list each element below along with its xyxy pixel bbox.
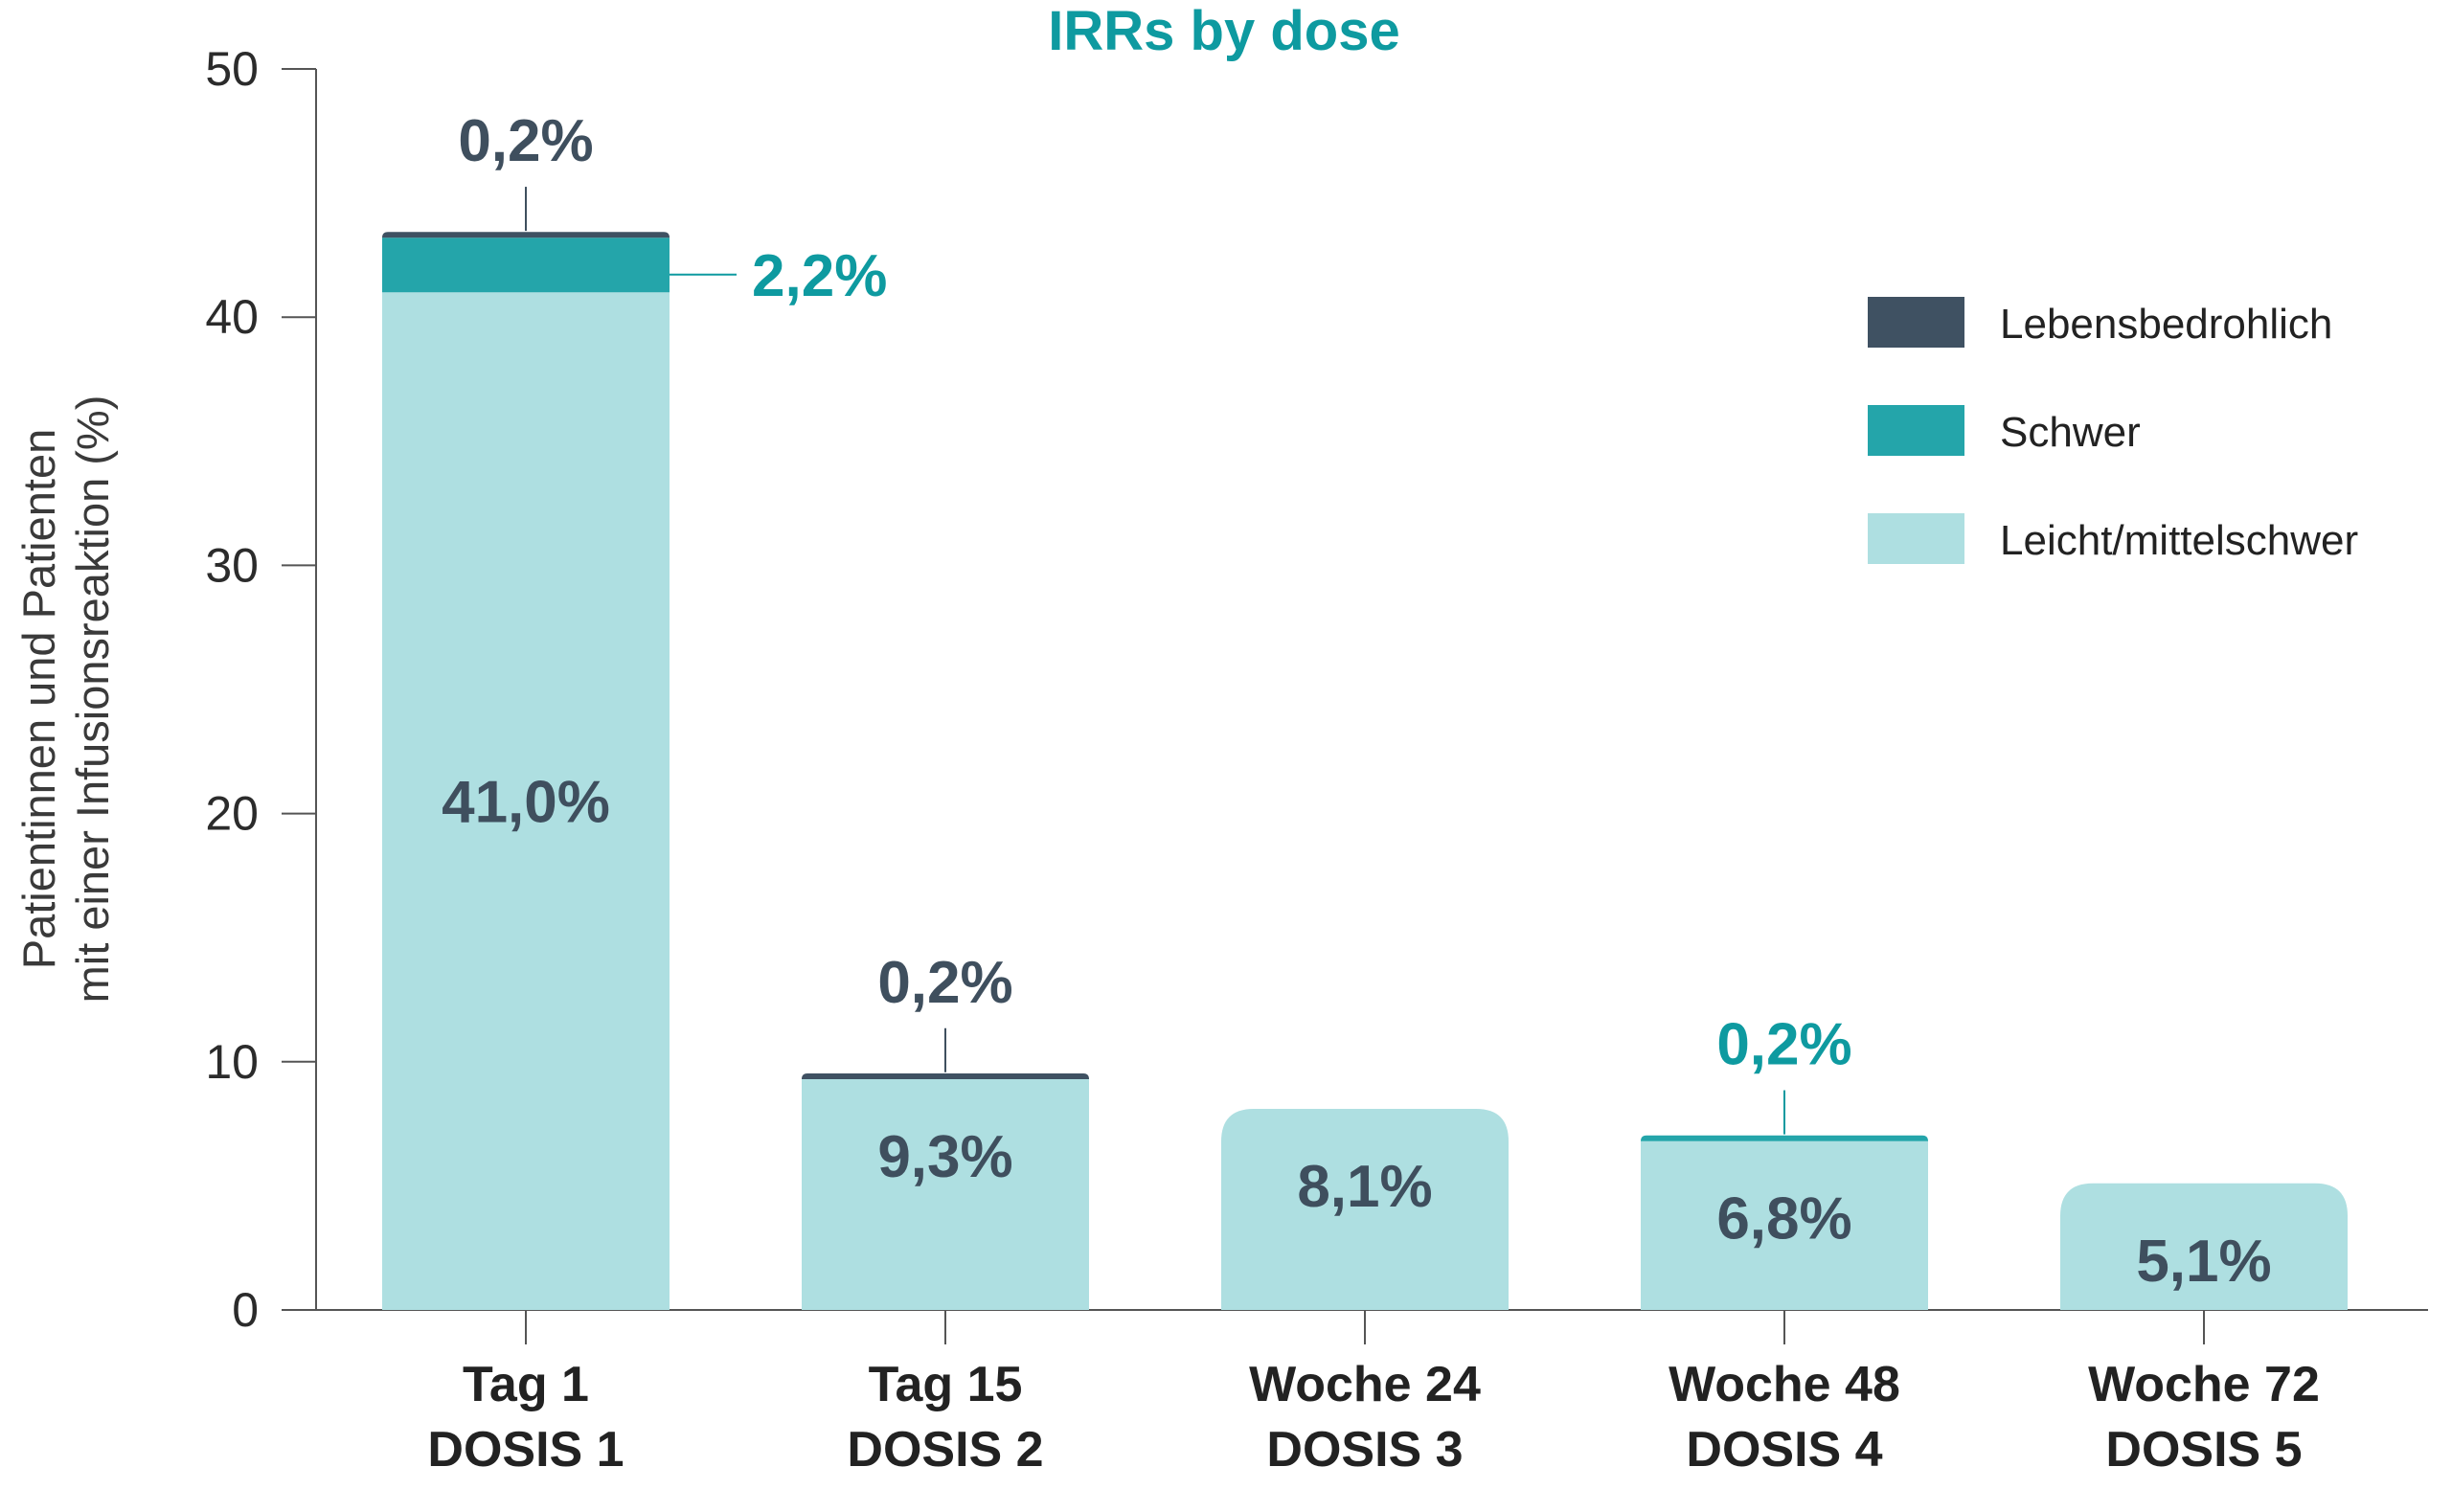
bar-segment-schwer — [382, 237, 670, 293]
y-axis-label: Patientinnen und Patienten mit einer Inf… — [13, 395, 118, 1004]
chart-title: IRRs by dose — [1048, 0, 1399, 62]
y-tick-label: 0 — [232, 1283, 259, 1337]
bar-segment-schwer — [1641, 1135, 1928, 1141]
data-label-value: 8,1% — [1297, 1154, 1432, 1220]
x-tick-label-line-2: DOSIS 1 — [427, 1422, 624, 1478]
legend-label: Lebensbedrohlich — [2000, 301, 2332, 348]
legend: Lebensbedrohlich Schwer Leicht/mittelschwe… — [1868, 297, 2358, 564]
legend-swatch — [1868, 297, 1964, 348]
x-tick-label-line-2: DOSIS 4 — [1686, 1422, 1882, 1478]
y-tick-label: 20 — [205, 787, 259, 841]
bars — [382, 232, 2348, 1310]
data-label-value: 5,1% — [2136, 1229, 2271, 1295]
y-tick-label: 10 — [205, 1035, 259, 1089]
x-tick-label-line-2: DOSIS 5 — [2105, 1422, 2302, 1478]
x-tick-label-line-1: Woche 72 — [2088, 1357, 2320, 1412]
y-tick-label: 40 — [205, 290, 259, 344]
legend-label: Leicht/mittelschwer — [2000, 517, 2358, 564]
bar-segment-leicht-mittelschwer — [382, 292, 670, 1310]
data-label-value: 6,8% — [1716, 1186, 1851, 1252]
data-label-value: 0,2% — [877, 950, 1012, 1016]
bar-segment-leicht-mittelschwer — [802, 1078, 1089, 1310]
x-tick-label-line-1: Woche 24 — [1249, 1357, 1481, 1412]
axes: 0 10 20 30 40 50 Tag 1 DOSIS 1 Tag 15 DOSIS 2 Woch… — [205, 42, 2428, 1478]
x-tick-label-line-2: DOSIS 3 — [1266, 1422, 1463, 1478]
bar-segment-lebensbedrohlich — [802, 1072, 1089, 1079]
y-tick-label: 50 — [205, 42, 259, 96]
x-tick-label-line-1: Woche 48 — [1669, 1357, 1900, 1412]
x-tick-label-line-1: Tag 1 — [463, 1357, 589, 1412]
data-label-value: 9,3% — [877, 1124, 1012, 1190]
legend-swatch — [1868, 405, 1964, 456]
legend-label: Schwer — [2000, 409, 2141, 456]
x-tick-label-line-2: DOSIS 2 — [847, 1422, 1043, 1478]
bar-segment-leicht-mittelschwer — [2060, 1183, 2348, 1310]
bar-segment-leicht-mittelschwer — [1641, 1140, 1928, 1310]
data-labels: 41,0% 2,2% 0,2% 9,3% 0,2% 8,1% 6,8% 0,2% 5,1% — [442, 108, 2272, 1295]
y-axis-label-line-1: Patientinnen und Patienten — [13, 429, 64, 969]
y-tick-label: 30 — [205, 538, 259, 592]
legend-swatch — [1868, 513, 1964, 564]
data-label-value: 0,2% — [458, 108, 593, 174]
x-tick-label-line-1: Tag 15 — [869, 1357, 1023, 1412]
bar-segment-lebensbedrohlich — [382, 232, 670, 238]
data-label-value: 0,2% — [1716, 1012, 1851, 1078]
y-axis-label-line-2: mit einer Infusionsreaktion (%) — [67, 395, 118, 1004]
bar-segment-leicht-mittelschwer — [1221, 1109, 1509, 1310]
data-label-value: 41,0% — [442, 770, 610, 836]
data-label-value: 2,2% — [752, 243, 887, 309]
